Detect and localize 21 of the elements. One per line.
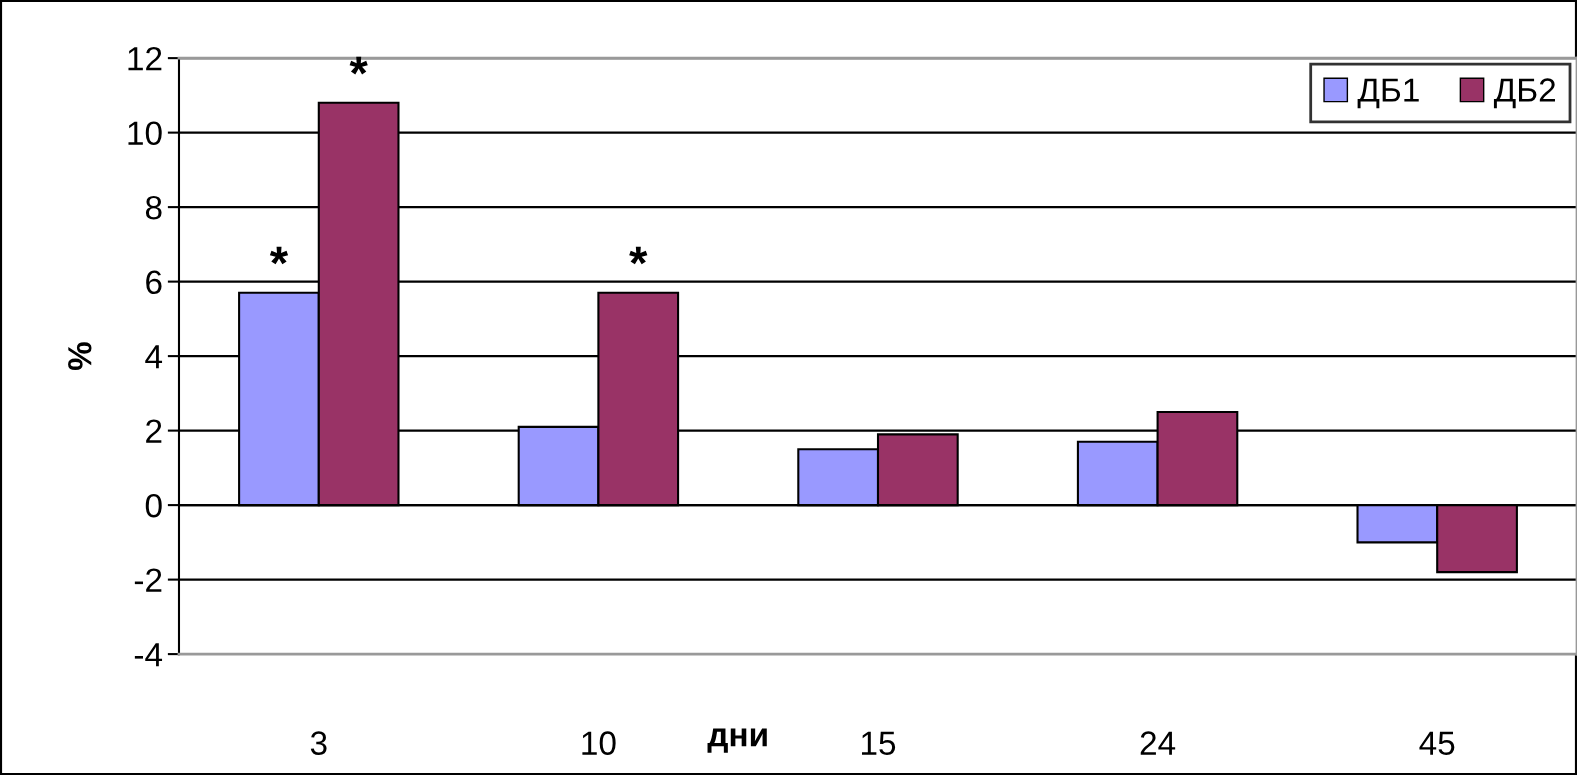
x-tick-label: 45 [1419,731,1455,755]
y-tick-label: 0 [145,493,162,518]
annotation: * [269,246,289,265]
y-tick-label: 10 [128,121,162,146]
y-tick-label: -2 [134,568,162,592]
y-tick-label: 4 [145,345,163,369]
x-tick-label: 15 [862,731,896,755]
y-axis-title: % [68,342,92,371]
x-tick-label: 24 [1140,731,1176,755]
x-axis-title: дни [707,728,767,753]
annotation: * [629,246,648,265]
y-tick-label: 6 [146,270,162,295]
x-tick-label: 10 [582,731,616,755]
legend-label: ДБ2 [1493,78,1556,109]
y-tick-label: 12 [128,46,162,71]
y-tick-label: 8 [145,195,162,220]
legend-label: ДБ1 [1357,78,1419,109]
y-tick-label: 2 [146,419,162,443]
x-tick-label: 3 [310,731,327,755]
y-tick-label: -4 [134,643,163,667]
annotation: * [349,56,368,75]
